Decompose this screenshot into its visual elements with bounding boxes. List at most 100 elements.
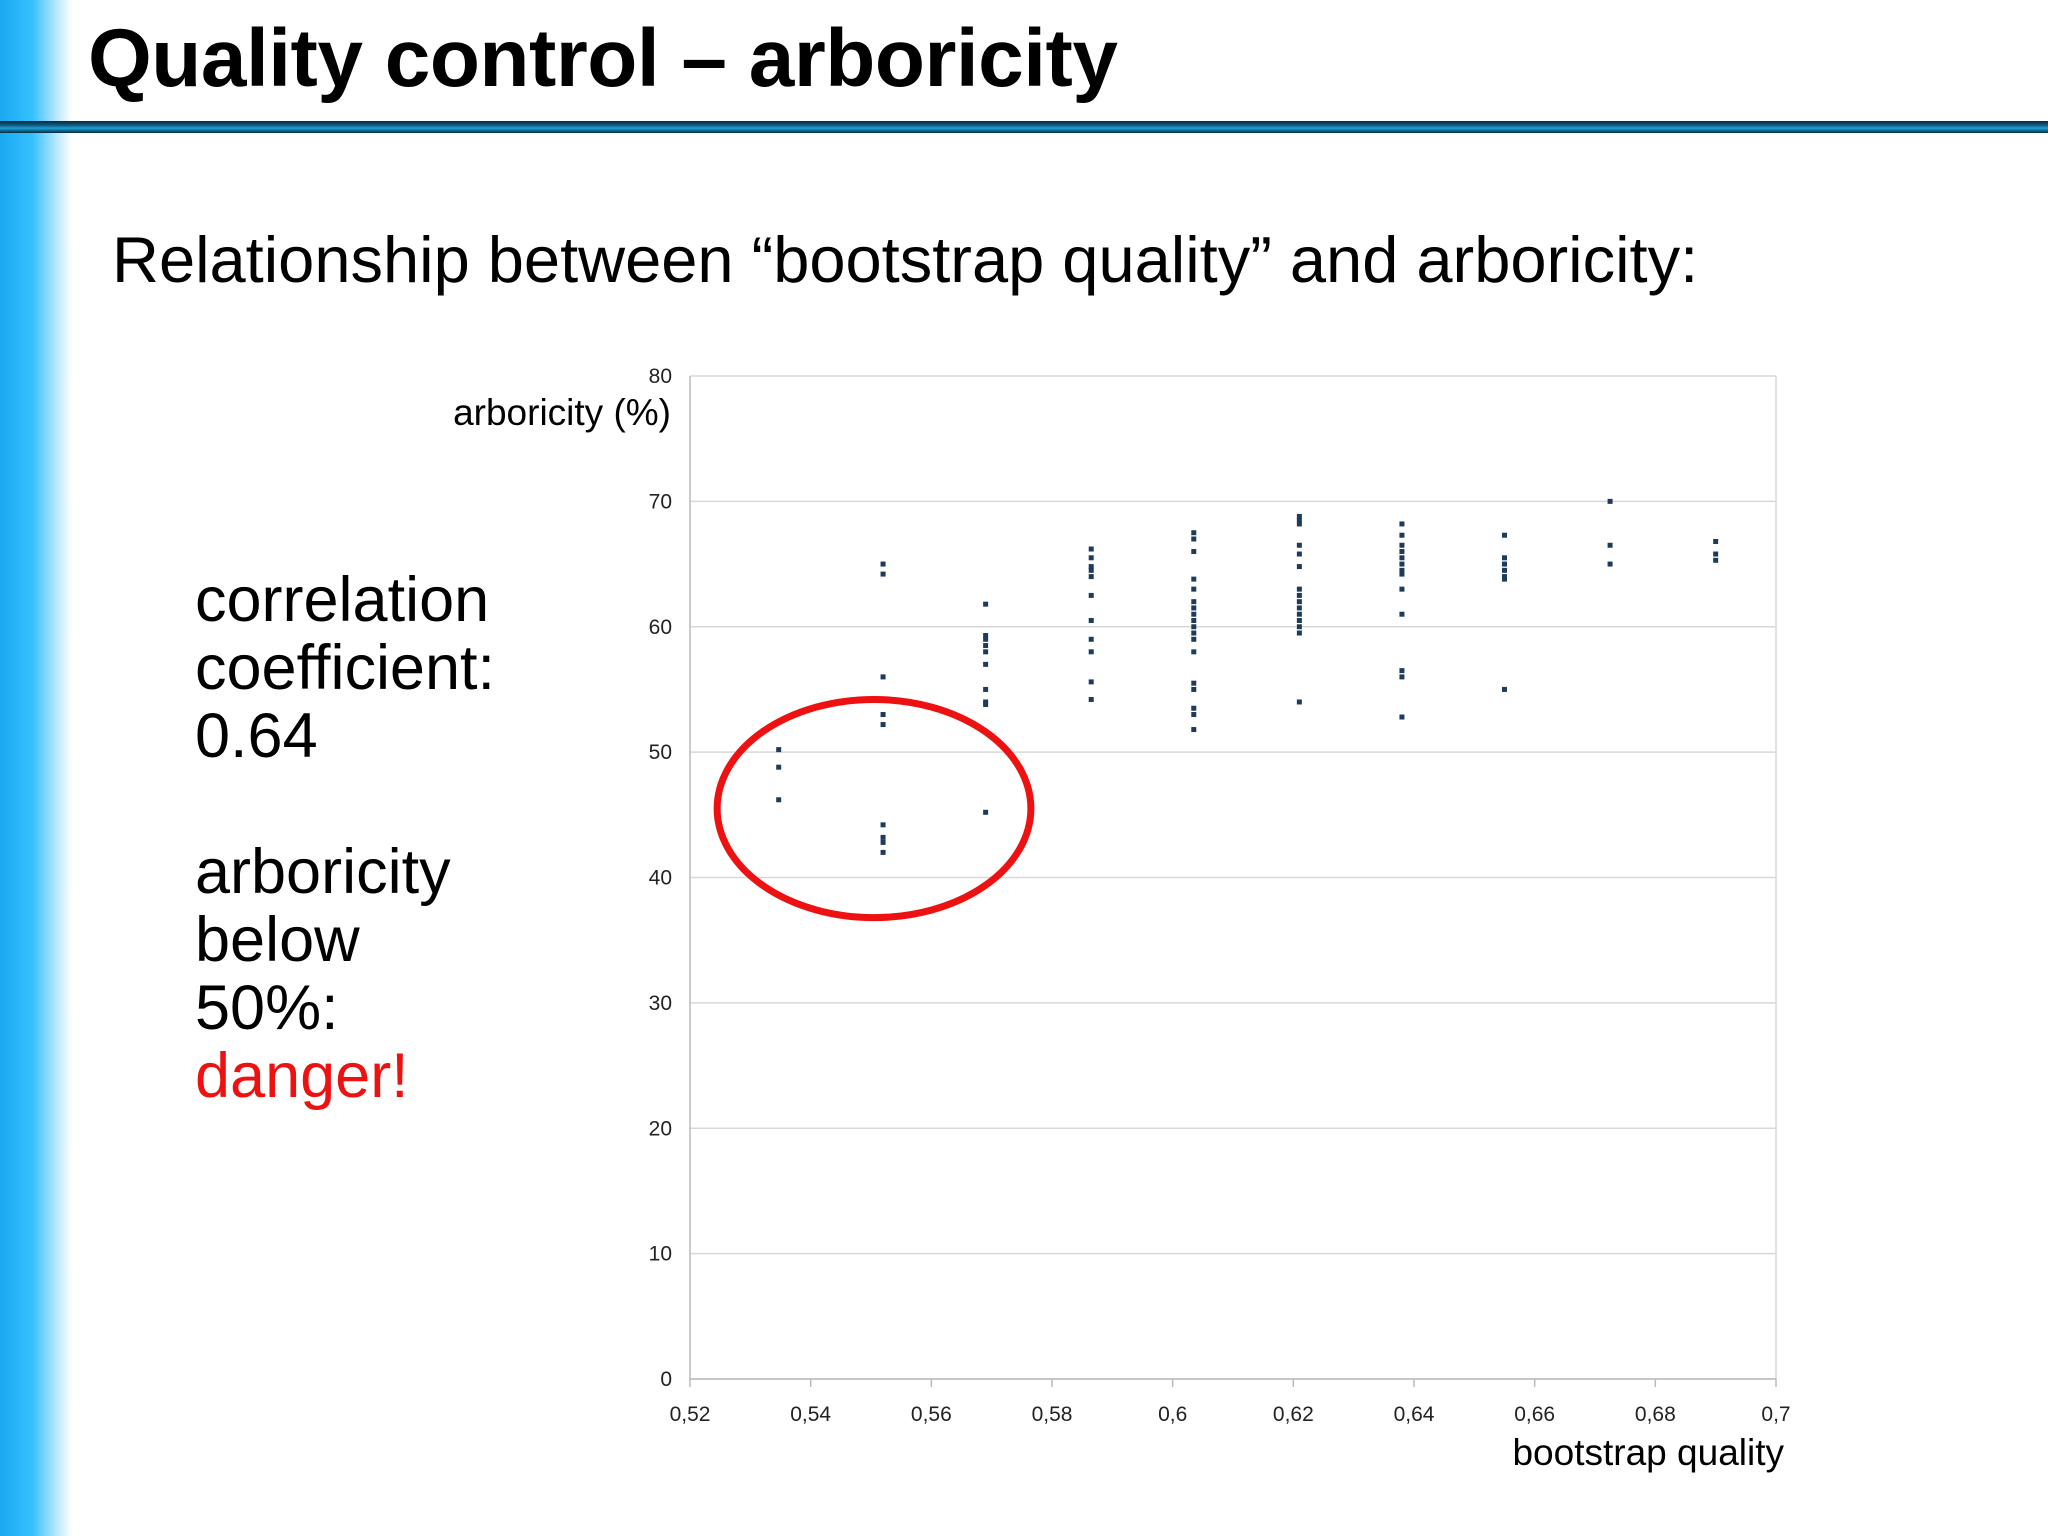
data-point	[1088, 592, 1094, 598]
data-point	[1296, 564, 1302, 570]
data-point	[1088, 567, 1094, 573]
y-tick-label: 40	[649, 867, 672, 890]
data-point	[1713, 551, 1719, 557]
data-point	[1191, 586, 1197, 592]
data-point	[776, 764, 782, 770]
y-tick-label: 10	[649, 1243, 672, 1266]
data-point	[1607, 498, 1613, 504]
data-point	[1191, 636, 1197, 642]
data-point	[1502, 574, 1507, 580]
data-point	[1296, 513, 1302, 519]
data-point	[1191, 576, 1197, 582]
data-point	[1399, 521, 1405, 527]
data-point	[1088, 564, 1094, 570]
data-point	[983, 636, 989, 642]
side-line: 50%:	[195, 973, 339, 1043]
data-point	[1502, 561, 1507, 567]
data-point	[983, 649, 989, 655]
data-point	[1399, 532, 1405, 538]
side-line: below	[195, 905, 360, 975]
data-point	[1191, 530, 1197, 536]
data-point	[1607, 561, 1613, 567]
y-tick-label: 0	[660, 1368, 672, 1391]
danger-warning: danger!	[195, 1041, 409, 1111]
data-point	[1088, 617, 1094, 623]
data-point	[1296, 630, 1302, 636]
side-line: arboricity	[195, 837, 451, 907]
x-tick-label: 0,56	[911, 1403, 952, 1426]
title-divider	[0, 121, 2048, 133]
data-point	[1296, 521, 1302, 527]
data-point	[1399, 674, 1405, 680]
data-point	[1191, 727, 1197, 733]
side-line: coefficient:	[195, 633, 496, 703]
data-point	[1399, 586, 1405, 592]
y-axis-label: arboricity (%)	[453, 392, 671, 433]
data-point	[1296, 592, 1302, 598]
data-point	[1399, 668, 1405, 674]
slide-subtitle: Relationship between “bootstrap quality”…	[112, 223, 1699, 296]
data-point	[1088, 546, 1094, 552]
x-tick-label: 0,54	[790, 1403, 831, 1426]
data-point	[1191, 680, 1197, 686]
x-tick-label: 0,68	[1635, 1403, 1676, 1426]
x-tick-label: 0,52	[670, 1403, 711, 1426]
data-point	[1296, 699, 1302, 705]
x-tick-label: 0,6	[1158, 1403, 1187, 1426]
data-point	[1607, 542, 1613, 548]
y-tick-label: 20	[649, 1117, 672, 1140]
side-line: correlation	[195, 565, 490, 635]
data-point	[1713, 538, 1719, 544]
y-tick-label: 60	[649, 616, 672, 639]
data-point	[1713, 557, 1719, 563]
x-tick-label: 0,64	[1394, 1403, 1435, 1426]
data-point	[1399, 714, 1405, 720]
x-tick-label: 0,66	[1514, 1403, 1555, 1426]
data-point	[880, 712, 886, 718]
data-point	[880, 722, 886, 728]
data-point	[1088, 555, 1094, 561]
decorative-side-strip	[0, 0, 72, 1536]
data-point	[1191, 605, 1197, 611]
data-point	[983, 633, 989, 639]
y-tick-label: 50	[649, 741, 672, 764]
data-point	[983, 601, 989, 607]
data-point	[1296, 605, 1302, 611]
data-point	[983, 699, 989, 705]
data-point	[1191, 712, 1197, 718]
data-point	[983, 686, 989, 692]
y-tick-label: 80	[649, 365, 672, 388]
data-point	[1088, 696, 1094, 702]
data-point	[880, 571, 886, 577]
data-point	[983, 643, 989, 649]
data-point	[776, 747, 782, 753]
x-tick-label: 0,58	[1032, 1403, 1073, 1426]
data-point	[880, 561, 886, 567]
data-point	[1088, 679, 1094, 685]
data-point	[1399, 571, 1405, 577]
data-point	[983, 661, 989, 667]
data-point	[1502, 532, 1507, 538]
data-point	[880, 839, 886, 845]
side-note: correlation coefficient: 0.64 arboricity…	[195, 566, 495, 1110]
data-point	[1399, 549, 1405, 555]
data-point	[1191, 599, 1197, 605]
data-point	[1502, 686, 1507, 692]
data-point	[1296, 586, 1302, 592]
data-point	[1399, 567, 1405, 573]
x-axis-label: bootstrap quality	[1512, 1432, 1784, 1473]
data-point	[1502, 555, 1507, 561]
data-point	[1296, 542, 1302, 548]
data-point	[1502, 567, 1507, 573]
danger-zone-ellipse	[713, 695, 1035, 922]
data-point	[1191, 624, 1197, 630]
data-point	[1191, 611, 1197, 617]
data-point	[1296, 551, 1302, 557]
x-tick-label: 0,62	[1273, 1403, 1314, 1426]
data-point	[776, 797, 782, 803]
data-point	[1296, 611, 1302, 617]
data-point	[1191, 630, 1197, 636]
data-point	[1399, 611, 1405, 617]
data-point	[983, 809, 989, 815]
data-point	[1296, 517, 1302, 523]
